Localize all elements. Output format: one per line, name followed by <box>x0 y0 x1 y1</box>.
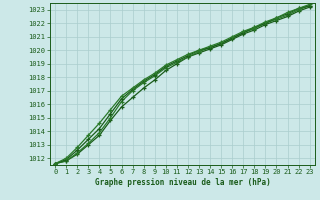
X-axis label: Graphe pression niveau de la mer (hPa): Graphe pression niveau de la mer (hPa) <box>94 178 270 187</box>
